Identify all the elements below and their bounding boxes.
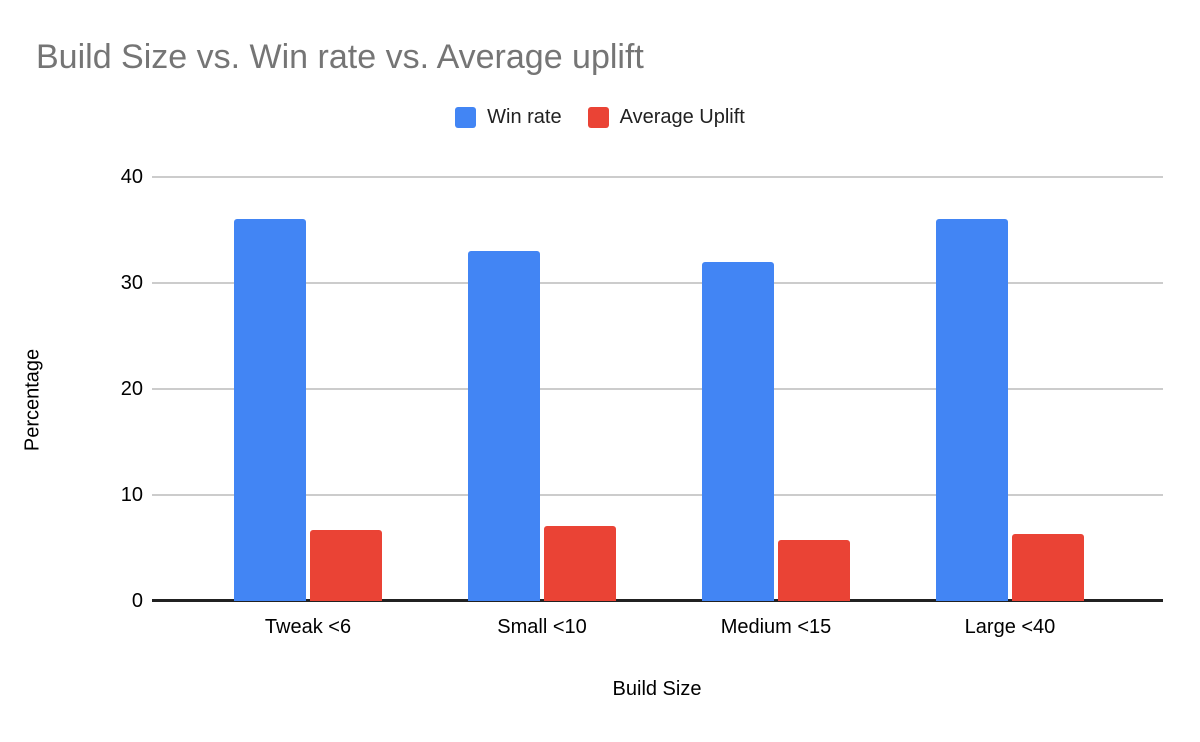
bar-win-rate-large-40[interactable] — [936, 219, 1008, 601]
bar-average-uplift-small-10[interactable] — [544, 525, 616, 601]
legend: Win rate Average Uplift — [0, 105, 1200, 129]
x-axis-line — [152, 599, 1163, 602]
category-label-medium-15: Medium <15 — [720, 616, 832, 638]
y-tick-label-0: 0 — [131, 590, 143, 612]
x-axis-title: Build Size — [612, 678, 702, 700]
bar-win-rate-medium-15[interactable] — [702, 261, 774, 601]
plot-area — [152, 176, 1163, 602]
gridline-30 — [152, 282, 1163, 284]
bar-average-uplift-medium-15[interactable] — [778, 539, 850, 601]
category-label-small-10: Small <10 — [497, 616, 587, 638]
bar-win-rate-small-10[interactable] — [468, 251, 540, 601]
y-tick-label-30: 30 — [120, 272, 143, 294]
gridline-10 — [152, 494, 1163, 496]
legend-label-average-uplift: Average Uplift — [619, 106, 745, 128]
y-axis-title: Percentage — [21, 348, 44, 452]
y-tick-label-20: 20 — [120, 378, 143, 400]
category-label-large-40: Large <40 — [964, 616, 1056, 638]
legend-item-win-rate[interactable]: Win rate — [455, 105, 562, 129]
y-tick-label-10: 10 — [120, 484, 143, 506]
y-tick-label-40: 40 — [120, 166, 143, 188]
legend-item-average-uplift[interactable]: Average Uplift — [587, 105, 745, 129]
chart-title: Build Size vs. Win rate vs. Average upli… — [36, 38, 644, 76]
gridline-40 — [152, 176, 1163, 178]
win-rate-swatch-icon — [455, 106, 477, 128]
bar-average-uplift-tweak-6[interactable] — [310, 529, 382, 601]
legend-label-win-rate: Win rate — [487, 106, 562, 128]
gridline-20 — [152, 388, 1163, 390]
average-uplift-swatch-icon — [587, 106, 609, 128]
bar-win-rate-tweak-6[interactable] — [234, 219, 306, 601]
category-label-tweak-6: Tweak <6 — [264, 616, 352, 638]
bar-average-uplift-large-40[interactable] — [1012, 534, 1084, 601]
